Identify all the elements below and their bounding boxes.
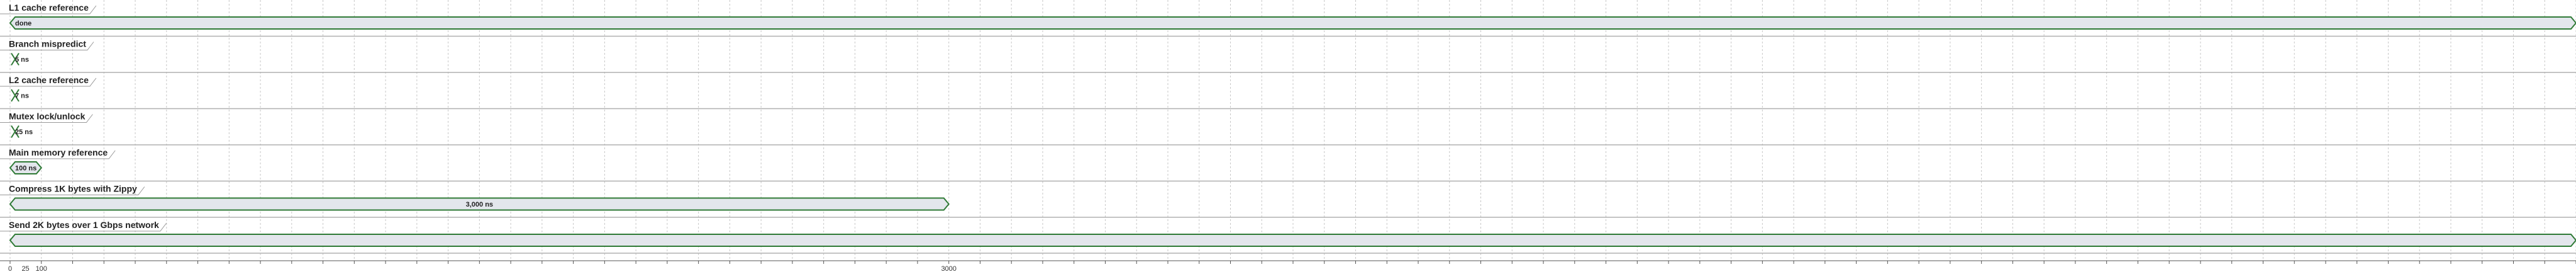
bar-cross [11, 125, 19, 139]
time-axis: 0 100 3000 25 [0, 253, 2576, 273]
bar [9, 234, 2576, 247]
bar-label: 3,000 ns [466, 201, 493, 208]
bar [9, 16, 2576, 30]
lane-label-tab [0, 222, 167, 232]
lane-label-tab [0, 186, 145, 195]
bar-label: 7 ns [15, 93, 29, 100]
bar-label: done [15, 20, 31, 28]
lane: Branch mispredict 5 ns [0, 35, 2576, 66]
bar-cross [11, 52, 19, 66]
tick-label: 0 [8, 265, 12, 273]
lane: Main memory reference 100 ns [0, 144, 2576, 174]
tick-label: 3000 [941, 265, 956, 273]
bar-label: 25 ns [15, 128, 33, 136]
lane: Mutex lock/unlock 25 ns [0, 108, 2576, 139]
lane-label-tab [0, 114, 93, 123]
lane-label-tab [0, 5, 97, 14]
bar-label: 100 ns [15, 165, 36, 173]
lane-label: Main memory reference [9, 147, 108, 157]
lanes: L1 cache reference done Branch mispredict 5… [0, 3, 2576, 247]
tick-label: 100 [36, 265, 47, 273]
lane-label: Send 2K bytes over 1 Gbps network [9, 220, 159, 230]
lane-label-tab [0, 150, 116, 159]
bar [9, 197, 950, 211]
lane-label-tab [0, 42, 94, 50]
lane-label-tab [0, 77, 97, 87]
bar-cross [11, 89, 19, 102]
lane-label: Branch mispredict [9, 39, 86, 49]
lane-label: Mutex lock/unlock [9, 111, 86, 122]
lane-label: Compress 1K bytes with Zippy [9, 184, 137, 194]
bar-label: 5 ns [15, 56, 29, 64]
bar [9, 161, 43, 174]
lane: L2 cache reference 7 ns [0, 72, 2576, 102]
lane: Send 2K bytes over 1 Gbps network [0, 217, 2576, 247]
lane: Compress 1K bytes with Zippy 3,000 ns [0, 180, 2576, 211]
grid-lines [9, 0, 2576, 261]
tick-label: 25 [21, 265, 29, 273]
lane-label: L1 cache reference [9, 3, 89, 13]
lane: L1 cache reference done [0, 3, 2576, 30]
lane-label: L2 cache reference [9, 75, 89, 85]
